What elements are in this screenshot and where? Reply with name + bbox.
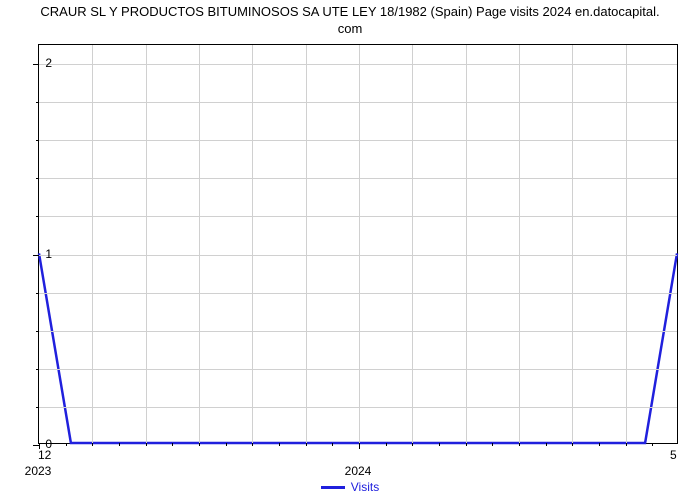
x-axis-label: 2023	[25, 464, 52, 478]
title-line-2: com	[338, 21, 363, 36]
x-sublabel-left: 12	[38, 448, 51, 462]
legend: Visits	[0, 480, 700, 494]
chart-title: CRAUR SL Y PRODUCTOS BITUMINOSOS SA UTE …	[0, 0, 700, 38]
x-sublabel-right: 5	[670, 448, 677, 462]
y-axis-label: 2	[45, 56, 52, 70]
legend-label: Visits	[351, 480, 379, 494]
y-axis-label: 1	[45, 247, 52, 261]
chart-container: CRAUR SL Y PRODUCTOS BITUMINOSOS SA UTE …	[0, 0, 700, 500]
plot-area	[38, 44, 678, 444]
title-line-1: CRAUR SL Y PRODUCTOS BITUMINOSOS SA UTE …	[40, 4, 659, 19]
legend-swatch	[321, 486, 345, 489]
visits-line	[39, 45, 677, 443]
x-axis-label: 2024	[345, 464, 372, 478]
